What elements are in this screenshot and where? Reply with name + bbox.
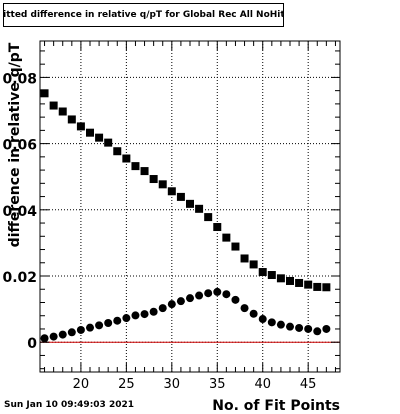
square-marker (322, 283, 331, 292)
square-marker (276, 274, 285, 283)
circle-marker (222, 290, 231, 299)
square-marker (58, 107, 67, 116)
circle-marker (131, 311, 140, 320)
square-marker (304, 280, 313, 289)
axis-ticks (40, 41, 340, 372)
circle-marker (95, 321, 104, 330)
square-marker (286, 276, 294, 285)
timestamp: Sun Jan 10 09:49:03 2021 (4, 400, 135, 410)
square-marker (131, 162, 140, 171)
square-marker (176, 192, 185, 201)
y-tick-label: 0.04 (2, 204, 37, 220)
circle-marker (122, 314, 131, 323)
square-marker (222, 233, 231, 242)
circle-marker (322, 324, 331, 333)
circle-marker (40, 334, 49, 343)
circle-marker (67, 328, 76, 337)
circle-marker (304, 324, 313, 333)
tick-labels: 20 25 30 35 40 45 0 0.02 0.04 0.06 0.08 (2, 71, 316, 392)
square-marker (86, 128, 94, 137)
square-marker (240, 254, 249, 263)
y-tick-label: 0.06 (2, 138, 37, 154)
square-marker (40, 89, 49, 98)
square-marker (95, 133, 104, 142)
square-marker (258, 268, 267, 277)
circle-marker (167, 300, 176, 309)
circle-marker (186, 294, 194, 303)
circle-marker (295, 323, 304, 332)
circle-marker (104, 319, 113, 328)
circle-marker (149, 307, 158, 316)
x-axis-label: No. of Fit Points (212, 398, 340, 414)
circle-marker (158, 304, 167, 313)
square-marker (267, 271, 276, 280)
circle-marker (76, 325, 85, 334)
square-marker (186, 199, 194, 208)
circle-marker (240, 304, 249, 313)
circle-marker (140, 310, 149, 319)
data-markers (40, 89, 331, 343)
square-marker (49, 101, 58, 110)
square-marker (104, 138, 113, 147)
square-marker (76, 122, 85, 131)
square-marker (149, 175, 158, 184)
square-marker (113, 147, 122, 156)
square-marker (213, 223, 222, 232)
circle-marker (58, 330, 67, 339)
y-tick-label: 0 (27, 336, 37, 352)
circle-marker (231, 295, 240, 304)
circle-marker (195, 291, 204, 300)
circle-marker (86, 323, 94, 332)
square-marker (140, 167, 149, 176)
x-tick-label: 40 (254, 377, 271, 392)
circle-marker (204, 289, 213, 298)
circle-marker (176, 297, 185, 306)
circle-marker (213, 287, 222, 296)
square-marker (158, 180, 167, 189)
circle-marker (113, 316, 122, 325)
chart-title: Fitted difference in relative q/pT for G… (3, 3, 284, 27)
x-tick-label: 20 (73, 377, 90, 392)
x-tick-label: 35 (209, 377, 226, 392)
circle-marker (258, 315, 267, 324)
circle-marker (286, 322, 294, 331)
square-marker (249, 260, 258, 269)
square-marker (204, 213, 213, 222)
circle-marker (249, 309, 258, 318)
square-marker (313, 282, 322, 291)
x-tick-label: 45 (300, 377, 317, 392)
x-tick-label: 30 (164, 377, 181, 392)
square-marker (195, 204, 204, 213)
circle-marker (267, 318, 276, 327)
square-marker (295, 278, 304, 287)
y-axis-label: difference in relative q/pT (7, 42, 23, 247)
square-marker (231, 242, 240, 251)
circle-marker (276, 320, 285, 329)
circle-marker (49, 332, 58, 341)
square-marker (167, 187, 176, 196)
square-marker (122, 154, 131, 163)
x-tick-label: 25 (118, 377, 135, 392)
square-marker (67, 115, 76, 124)
circle-marker (313, 327, 322, 336)
y-tick-label: 0.02 (2, 270, 37, 286)
y-tick-label: 0.08 (2, 71, 37, 87)
